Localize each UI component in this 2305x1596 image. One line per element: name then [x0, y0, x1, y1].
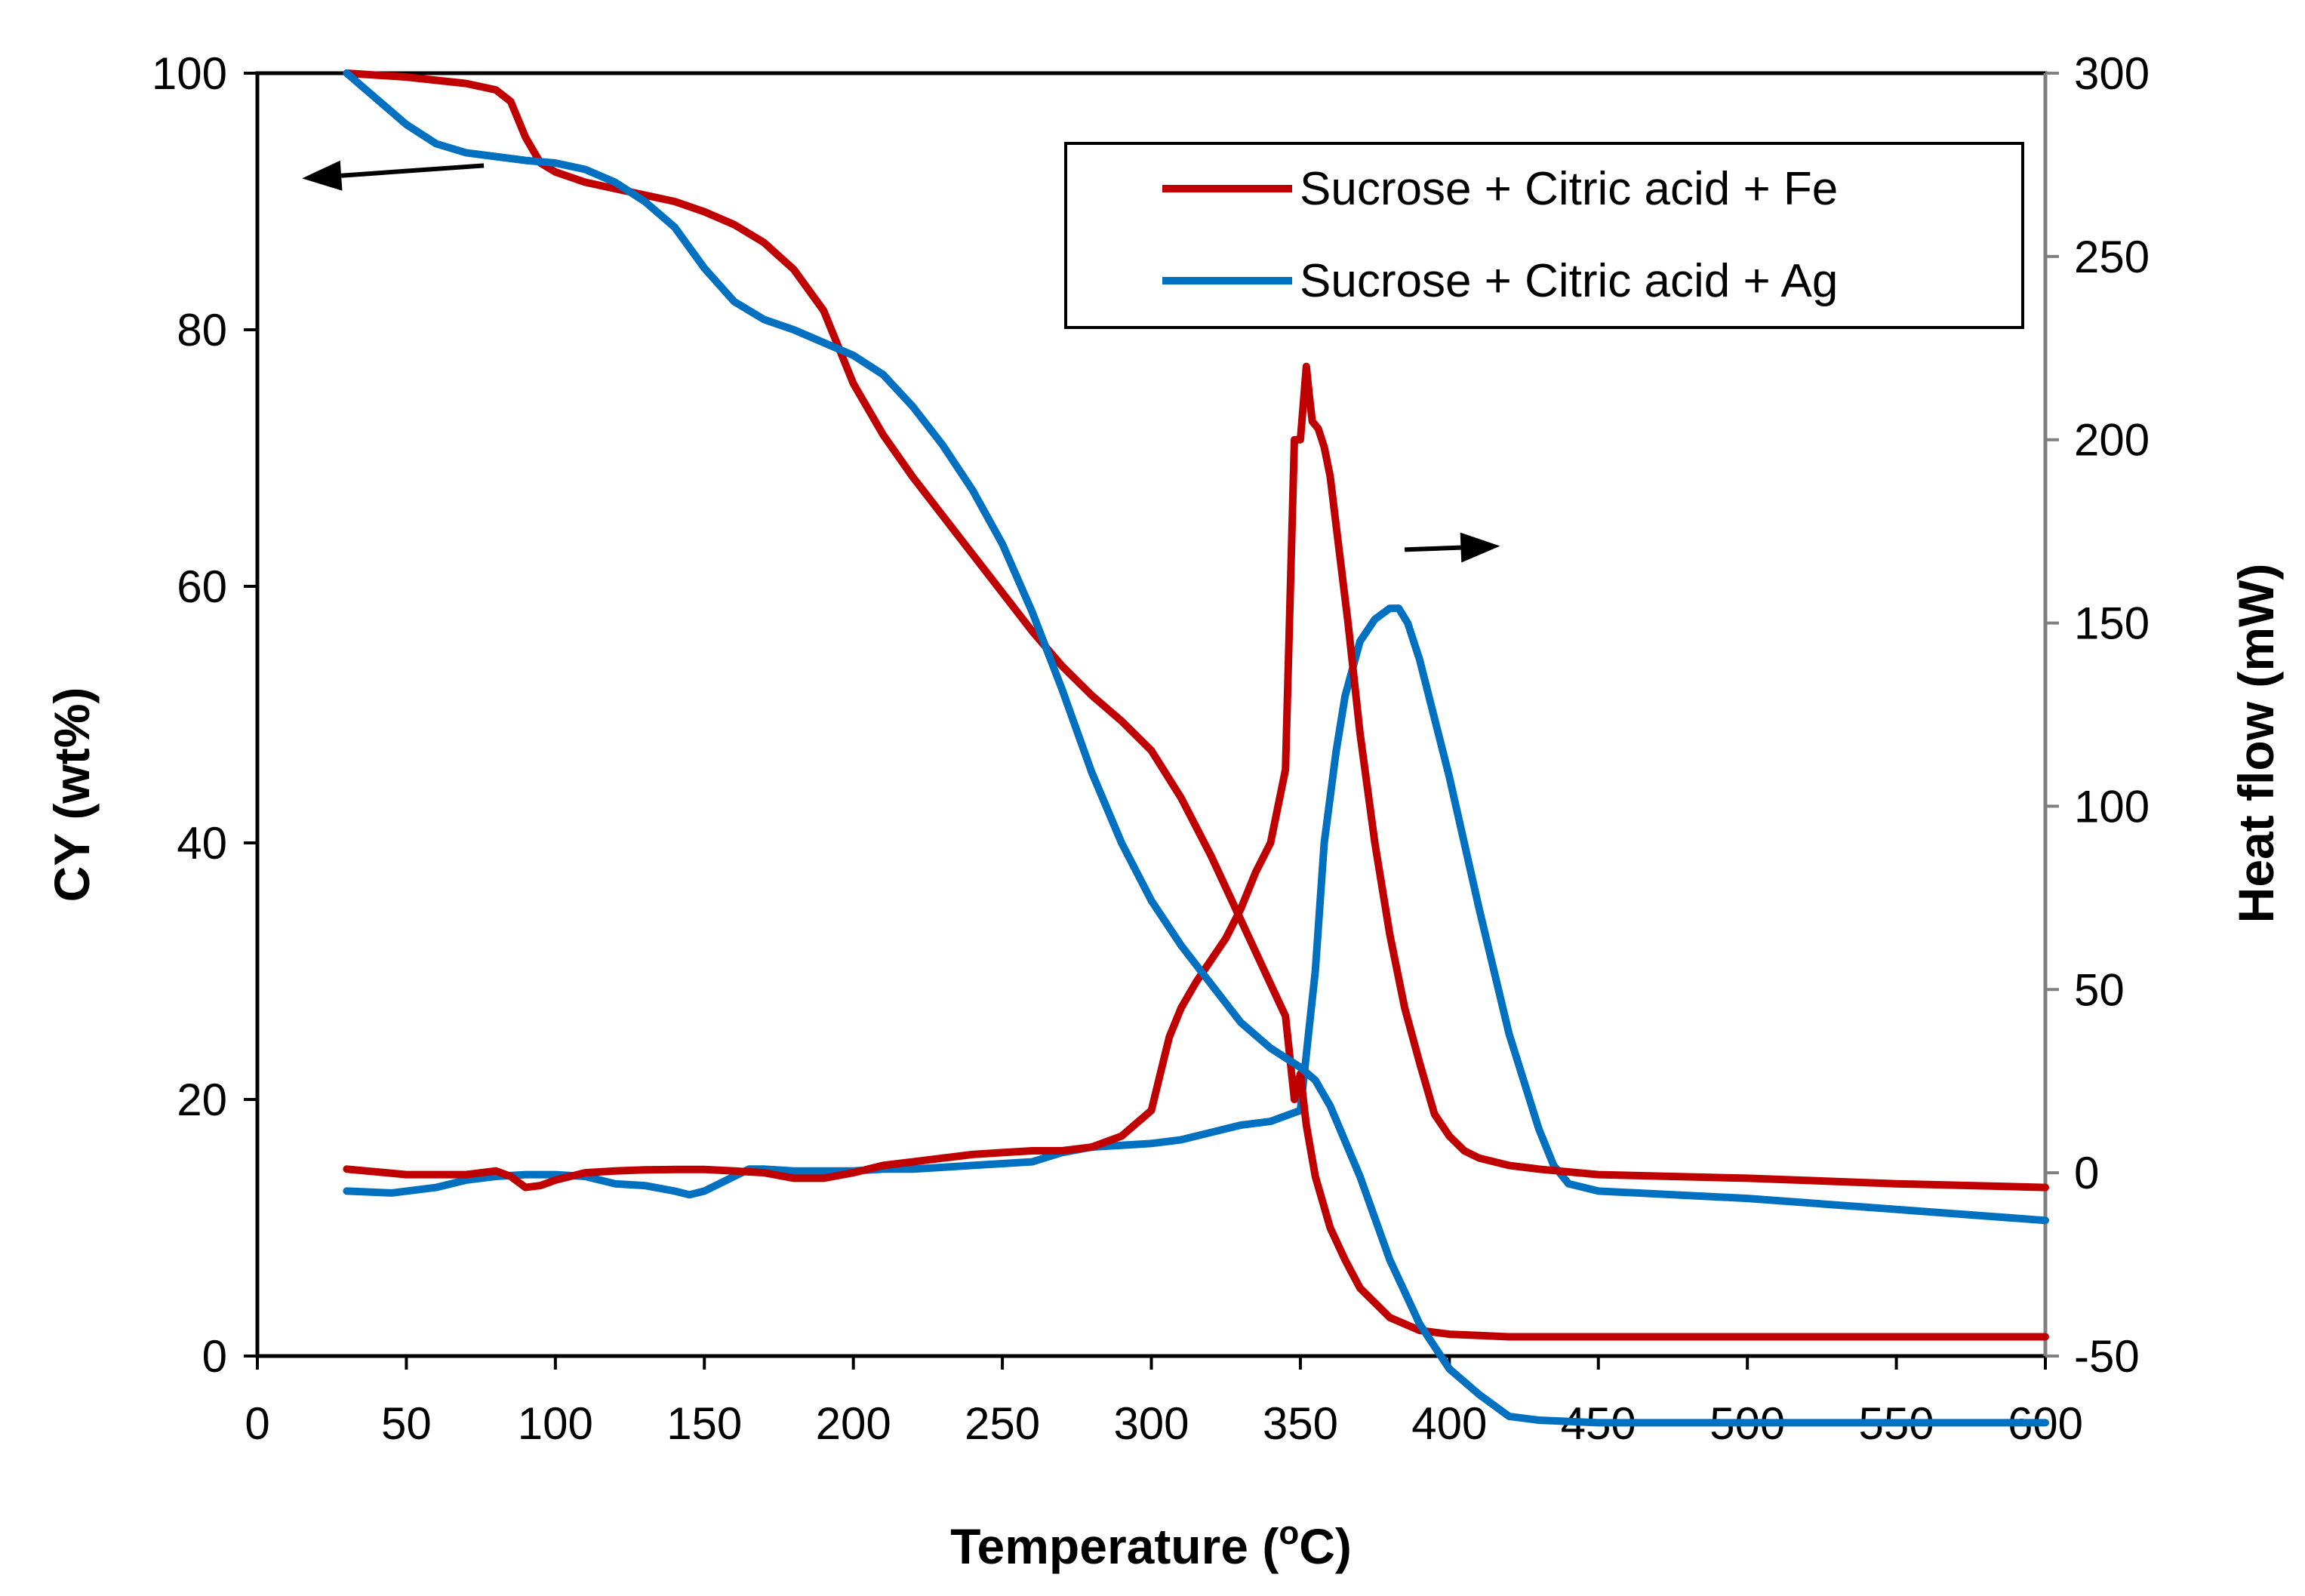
- legend-label-ag: Sucrose + Citric acid + Ag: [1300, 255, 1838, 307]
- x-tick-label: 300: [1113, 1398, 1189, 1449]
- y-tick-label: 100: [152, 48, 227, 99]
- arrow-left-axis-shaft: [340, 163, 485, 178]
- y2-tick-label: 150: [2074, 598, 2150, 649]
- y-tick-label: 40: [177, 818, 227, 869]
- arrow-right-axis-head: [1460, 532, 1500, 563]
- y-axis-ticks: 0 20 40 60 80 100: [152, 48, 257, 1382]
- x-tick-label: 350: [1263, 1398, 1338, 1449]
- series-line-sucrose-citric-acid-fe-cy: [343, 69, 2049, 1341]
- x-tick-label: 400: [1411, 1398, 1487, 1449]
- x-axis-title: Temperature (oC): [950, 1515, 1352, 1574]
- y2-tick-label: 0: [2074, 1148, 2099, 1198]
- y-tick-label: 0: [202, 1331, 227, 1382]
- y2-tick-label: 50: [2074, 964, 2125, 1015]
- y-tick-label: 20: [177, 1075, 227, 1125]
- x-axis-title-end: C): [1299, 1518, 1352, 1574]
- arrow-right-axis-shaft: [1404, 545, 1461, 552]
- legend-box: [1064, 142, 2024, 329]
- x-tick-label: 50: [381, 1398, 432, 1449]
- y-tick-label: 80: [177, 305, 227, 355]
- arrow-left-axis-head: [302, 160, 343, 191]
- y2-tick-label: 300: [2074, 48, 2150, 99]
- series-line-sucrose-citric-acid-ag-cy: [343, 69, 2049, 1427]
- series-layer: [343, 69, 2049, 1427]
- legend-label-fe: Sucrose + Citric acid + Fe: [1300, 163, 1838, 215]
- x-tick-label: 0: [245, 1398, 269, 1449]
- x-axis-title-main: Temperature (: [950, 1518, 1279, 1574]
- x-axis-title-sup: o: [1279, 1515, 1299, 1551]
- y2-tick-label: 100: [2074, 781, 2150, 832]
- legend: Sucrose + Citric acid + Fe Sucrose + Cit…: [1064, 142, 2024, 329]
- y-tick-label: 60: [177, 561, 227, 612]
- y2-axis-title: Heat flow (mW): [2228, 564, 2284, 924]
- y2-tick-label: -50: [2074, 1331, 2140, 1382]
- x-tick-label: 250: [965, 1398, 1040, 1449]
- x-tick-label: 150: [666, 1398, 742, 1449]
- y2-tick-label: 200: [2074, 415, 2150, 466]
- y2-axis-ticks: -50 0 50 100 150 200 250 300: [2045, 48, 2150, 1382]
- y-axis-title: CY (wt%): [44, 687, 100, 903]
- y2-tick-label: 250: [2074, 232, 2150, 282]
- axis-arrows: [302, 160, 1500, 563]
- x-tick-label: 100: [518, 1398, 593, 1449]
- series-line-sucrose-citric-acid-ag-heat-flow: [343, 604, 2049, 1225]
- x-tick-label: 200: [816, 1398, 891, 1449]
